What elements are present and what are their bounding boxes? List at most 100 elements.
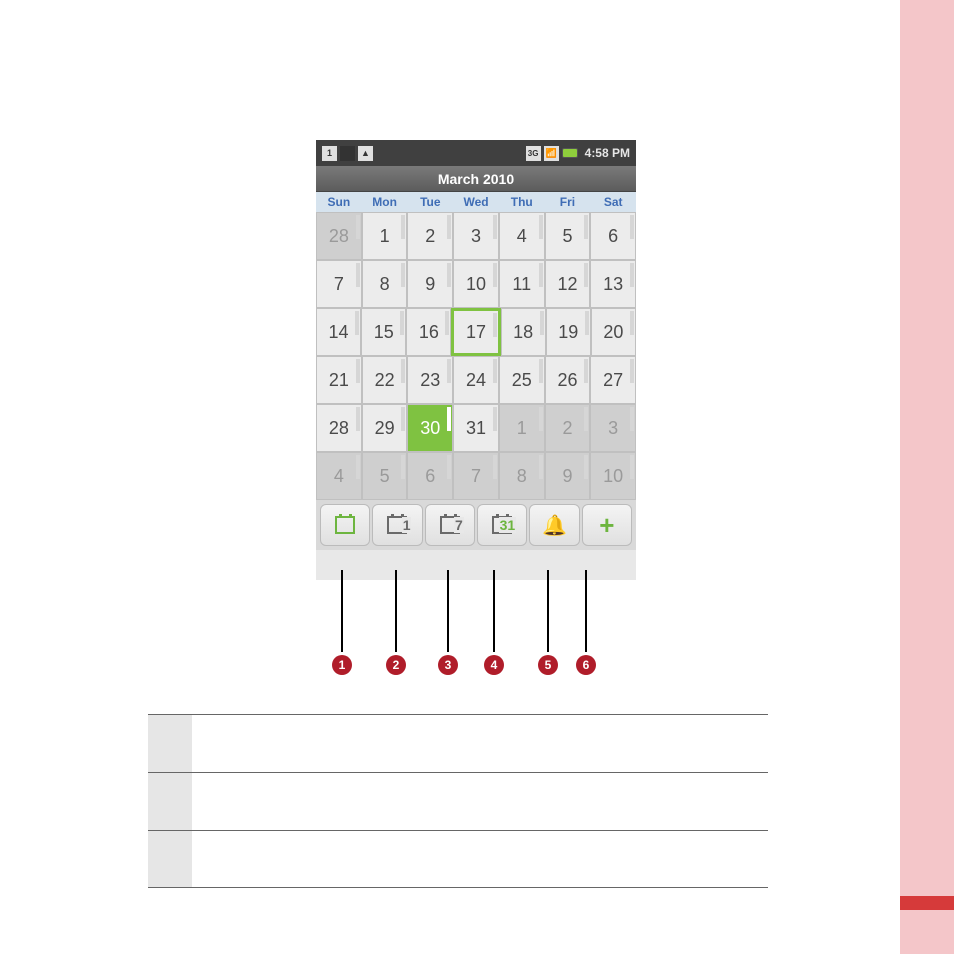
calendar-day-cell[interactable]: 19 [546,308,591,356]
cell-indicator-bar [493,263,497,287]
calendar-row: 28 123456 [316,212,636,260]
calendar-day-cell[interactable]: 7 [453,452,499,500]
cell-indicator-bar [447,215,451,239]
callout-bubble-4: 4 [484,655,504,675]
calendar-day-cell[interactable]: 27 [590,356,636,404]
day-number: 2 [562,418,572,439]
day-number: 27 [603,370,623,391]
cell-indicator-bar [356,407,360,431]
cell-indicator-bar [540,311,544,335]
day-number: 9 [562,466,572,487]
table-row [148,772,768,830]
toolbar-week-button[interactable]: 7 [425,504,475,546]
calendar-day-cell[interactable]: 25 [499,356,545,404]
calendar-icon: 7 [440,516,460,534]
calendar-day-cell[interactable]: 18 [501,308,546,356]
cell-indicator-bar [400,311,404,335]
cell-indicator-bar [539,455,543,479]
day-number: 2 [425,226,435,247]
status-icon-card: 1 [322,146,337,161]
calendar-day-cell[interactable]: 10 [590,452,636,500]
calendar-day-cell[interactable]: 2 [407,212,453,260]
calendar-day-cell[interactable]: 16 [406,308,451,356]
day-header-cell: Mon [362,192,408,212]
calendar-day-cell[interactable]: 1 [362,212,408,260]
table-row [148,714,768,772]
calendar-day-cell[interactable]: 31 [453,404,499,452]
calendar-day-cell[interactable]: 15 [361,308,406,356]
status-time: 4:58 PM [585,146,630,160]
calendar-day-cell[interactable]: 7 [316,260,362,308]
day-number: 31 [466,418,486,439]
calendar-grid: 2812345678910111213141516171819202122232… [316,212,636,500]
cell-indicator-bar [630,455,634,479]
table-label-cell [148,773,192,830]
calendar-day-cell[interactable]: 4 [316,452,362,500]
day-number: 6 [425,466,435,487]
toolbar-notify-button[interactable]: 🔔 [529,504,579,546]
calendar-day-cell[interactable]: 8 [499,452,545,500]
calendar-day-cell[interactable]: 10 [453,260,499,308]
day-header-cell: Sun [316,192,362,212]
calendar-day-cell[interactable]: 17 [451,308,500,356]
calendar-icon-number: 7 [454,517,464,533]
day-number: 8 [517,466,527,487]
day-number: 28 [329,226,349,247]
day-number: 18 [513,322,533,343]
calendar-day-cell[interactable]: 20 [591,308,636,356]
calendar-day-cell[interactable]: 21 [316,356,362,404]
calendar-day-cell[interactable]: 2 [545,404,591,452]
calendar-day-cell[interactable]: 1 [499,404,545,452]
day-number: 4 [334,466,344,487]
day-number: 6 [608,226,618,247]
calendar-day-cell[interactable]: 28 [316,212,362,260]
calendar-day-cell[interactable]: 6 [590,212,636,260]
calendar-day-cell[interactable]: 13 [590,260,636,308]
calendar-day-cell[interactable]: 9 [545,452,591,500]
calendar-row: 45678 9 10 [316,452,636,500]
table-row [148,830,768,888]
callout-bubble-3: 3 [438,655,458,675]
toolbar-agenda-button[interactable] [320,504,370,546]
callout-bubble-6: 6 [576,655,596,675]
calendar-day-cell[interactable]: 23 [407,356,453,404]
callout-bubble-5: 5 [538,655,558,675]
calendar-day-cell[interactable]: 8 [362,260,408,308]
calendar-row: 14 151617 18 1920 [316,308,636,356]
battery-icon [562,148,578,158]
cell-indicator-bar [356,455,360,479]
calendar-day-cell[interactable]: 9 [407,260,453,308]
calendar-day-cell[interactable]: 5 [362,452,408,500]
cell-indicator-bar [447,455,451,479]
toolbar-day-button[interactable]: 1 [372,504,422,546]
calendar-day-cell[interactable]: 30 [407,404,453,452]
callout-bubble-2: 2 [386,655,406,675]
calendar-icon-number: 1 [402,517,412,533]
calendar-day-cell[interactable]: 6 [407,452,453,500]
calendar-day-cell[interactable]: 4 [499,212,545,260]
calendar-day-cell[interactable]: 26 [545,356,591,404]
calendar-day-cell[interactable]: 29 [362,404,408,452]
cell-indicator-bar [585,311,589,335]
day-header-row: SunMonTueWedThuFriSat [316,192,636,212]
calendar-day-cell[interactable]: 5 [545,212,591,260]
calendar-day-cell[interactable]: 12 [545,260,591,308]
toolbar-add-button[interactable]: + [582,504,632,546]
calendar-day-cell[interactable]: 22 [362,356,408,404]
calendar-day-cell[interactable]: 14 [316,308,361,356]
status-icon-sim [340,146,355,161]
cell-indicator-bar [630,215,634,239]
calendar-day-cell[interactable]: 28 [316,404,362,452]
calendar-day-cell[interactable]: 3 [590,404,636,452]
calendar-day-cell[interactable]: 24 [453,356,499,404]
calendar-day-cell[interactable]: 3 [453,212,499,260]
phone-screenshot: 1 ▲ 3G 📶 4:58 PM March 2010 SunMonTueWed… [316,140,636,580]
day-number: 22 [375,370,395,391]
toolbar-month-button[interactable]: 31 [477,504,527,546]
day-number: 14 [329,322,349,343]
day-number: 25 [512,370,532,391]
calendar-row: 21 22 2324 25 26 27 [316,356,636,404]
calendar-day-cell[interactable]: 11 [499,260,545,308]
cell-indicator-bar [630,407,634,431]
plus-icon: + [599,510,614,541]
